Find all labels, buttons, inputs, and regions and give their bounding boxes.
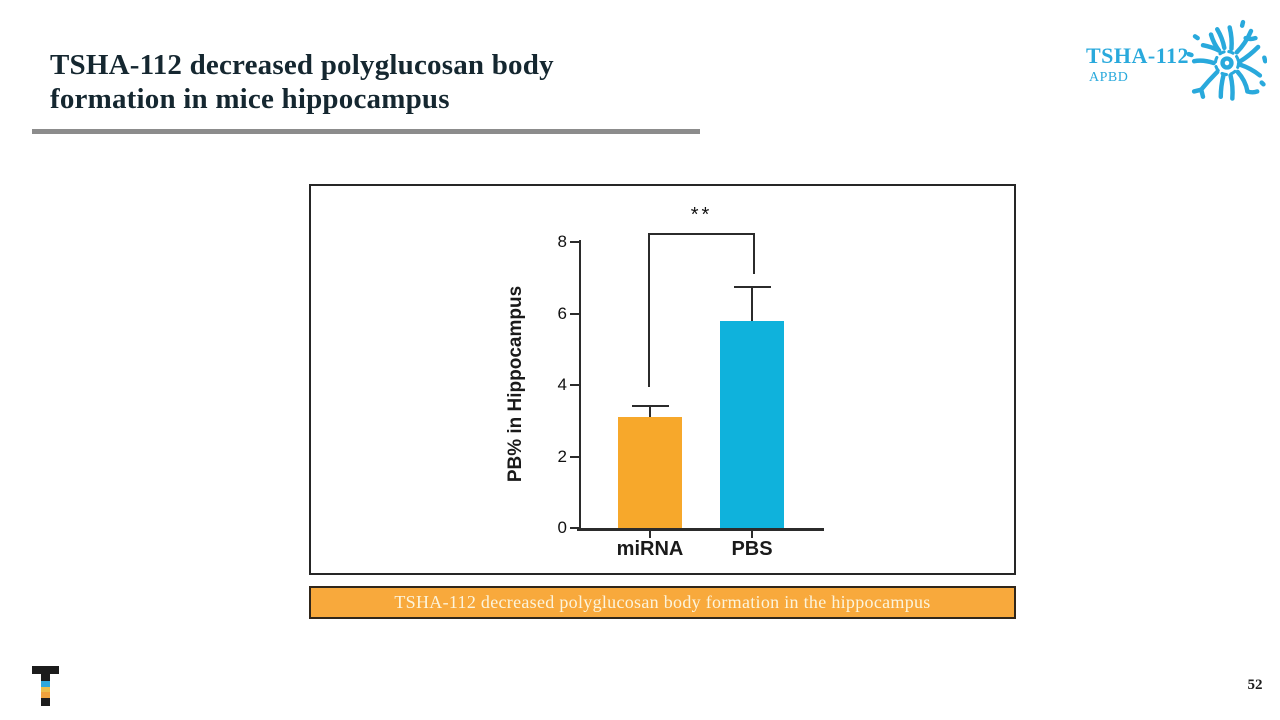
significance-bracket-right — [753, 233, 755, 274]
x-tick-mirna — [649, 531, 651, 538]
page-title-line2: formation in mice hippocampus — [50, 83, 450, 115]
t-logo-segment — [41, 674, 50, 681]
t-logo-segment — [41, 692, 50, 698]
t-logo-stem — [41, 674, 50, 706]
t-logo-segment — [41, 698, 50, 706]
t-logo-segment — [41, 687, 50, 692]
y-axis-line — [579, 240, 581, 529]
x-label-mirna: miRNA — [616, 538, 684, 560]
y-tick-label: 0 — [557, 518, 567, 537]
bar-pbs — [720, 320, 784, 528]
significance-stars: ** — [690, 204, 713, 226]
error-bar-pbs — [751, 286, 753, 321]
taysha-t-logo — [32, 666, 59, 706]
neuron-icon — [1187, 19, 1267, 101]
y-tick-label: 6 — [557, 303, 567, 323]
error-bar-mirna — [649, 406, 651, 418]
error-cap-pbs — [734, 285, 771, 288]
page-number: 52 — [1247, 677, 1263, 693]
brand-logo: TSHA-112 APBD — [1082, 18, 1267, 108]
y-tick-label: 4 — [557, 375, 567, 394]
chart-caption: TSHA-112 decreased polyglucosan body for… — [309, 586, 1016, 619]
x-tick-pbs — [751, 531, 753, 538]
chart-panel: PB% in Hippocampus miRNA PBS ** 0 2 4 6 8 — [309, 184, 1016, 575]
page-title-line1: TSHA-112 decreased polyglucosan body — [50, 49, 554, 81]
t-logo-segment — [41, 681, 50, 687]
y-tick — [570, 241, 580, 243]
y-tick — [570, 384, 580, 386]
y-tick — [570, 312, 580, 315]
y-tick — [570, 455, 580, 458]
significance-bracket-left — [648, 233, 650, 387]
y-tick-label: 8 — [557, 232, 567, 251]
y-tick — [570, 527, 580, 529]
y-tick-label: 2 — [557, 446, 567, 466]
y-axis-title: PB% in Hippocampus — [505, 285, 526, 483]
bar-mirna — [618, 417, 682, 528]
brand-indication: APBD — [1089, 70, 1129, 85]
t-logo-top-bar — [32, 666, 59, 674]
title-underline — [32, 129, 700, 134]
page-title: TSHA-112 decreased polyglucosan body for… — [50, 48, 710, 116]
x-label-pbs: PBS — [731, 538, 773, 560]
error-cap-mirna — [632, 405, 669, 408]
brand-program-name: TSHA-112 — [1086, 43, 1190, 68]
significance-bracket-top — [648, 233, 755, 235]
x-axis-line — [577, 528, 824, 531]
